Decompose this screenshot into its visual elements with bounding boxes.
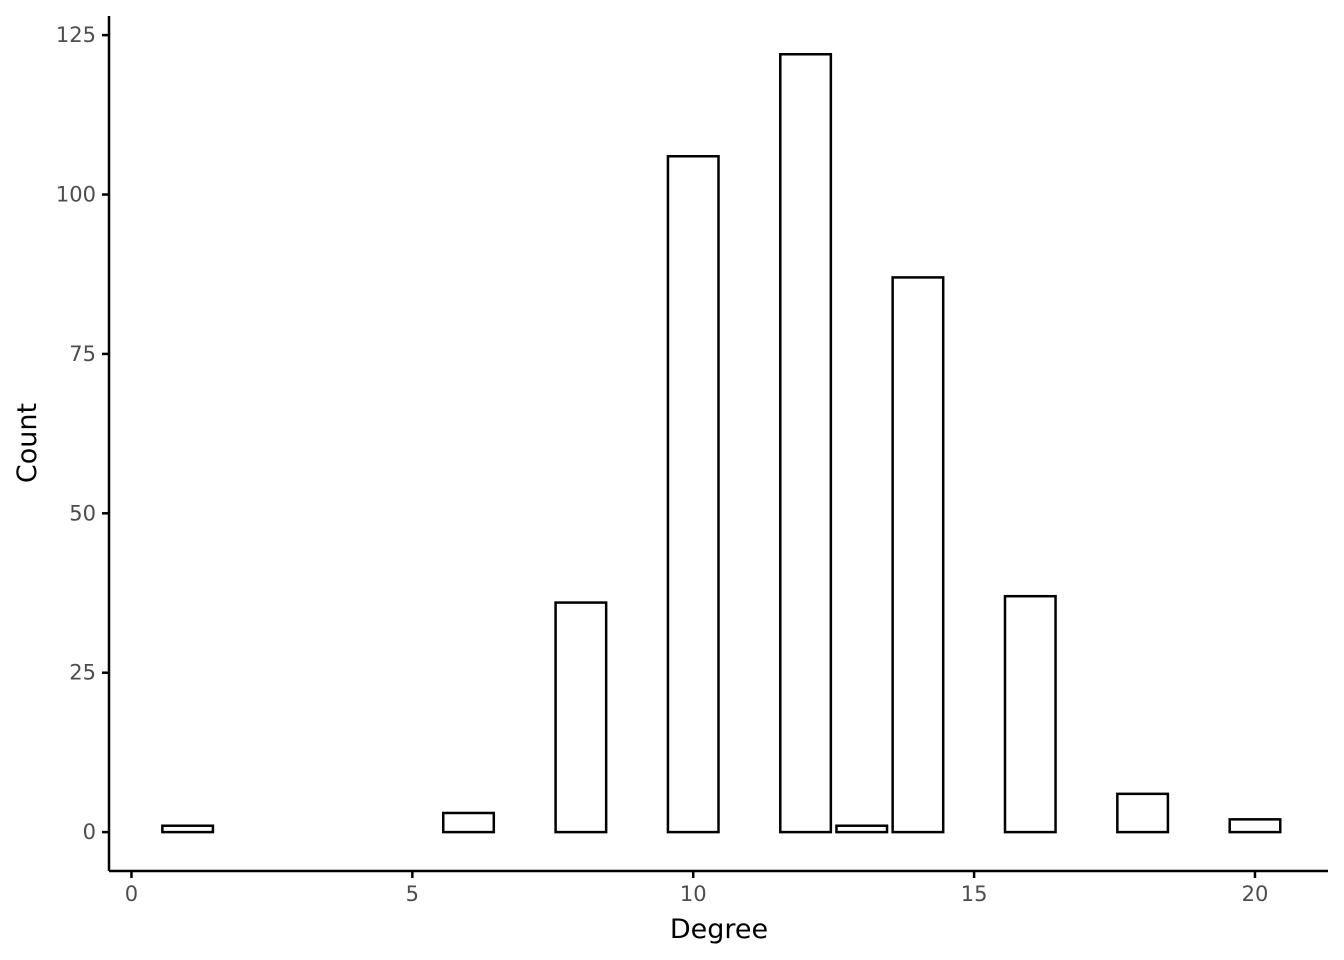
x-tick-label: 10 — [680, 882, 707, 906]
bar-degree-12 — [779, 53, 833, 834]
y-axis-title: Count — [12, 403, 43, 483]
bar-degree-14 — [891, 276, 945, 834]
bar-degree-13 — [835, 824, 889, 834]
y-tick-label: 100 — [56, 183, 96, 207]
y-tick-label: 125 — [56, 23, 96, 47]
x-axis-title: Degree — [670, 914, 768, 945]
bars-group — [161, 53, 1282, 834]
bar-degree-8 — [554, 601, 608, 834]
y-ticks-group: 0 25 50 75 100 125 — [56, 23, 109, 844]
x-tick-label: 15 — [961, 882, 988, 906]
y-tick-label: 75 — [69, 342, 96, 366]
bar-degree-16 — [1003, 594, 1057, 834]
y-tick-label: 50 — [69, 501, 96, 525]
x-tick-label: 0 — [125, 882, 138, 906]
y-tick-label: 0 — [83, 820, 96, 844]
x-ticks-group: 0 5 10 15 20 — [125, 871, 1269, 906]
bar-degree-6 — [441, 811, 496, 834]
x-tick-label: 5 — [406, 882, 419, 906]
bar-degree-18 — [1116, 792, 1170, 834]
bar-degree-10 — [666, 155, 720, 834]
bar-degree-1 — [161, 824, 215, 834]
bar-degree-20 — [1228, 818, 1282, 834]
y-tick-label: 25 — [69, 661, 96, 685]
x-tick-label: 20 — [1242, 882, 1269, 906]
